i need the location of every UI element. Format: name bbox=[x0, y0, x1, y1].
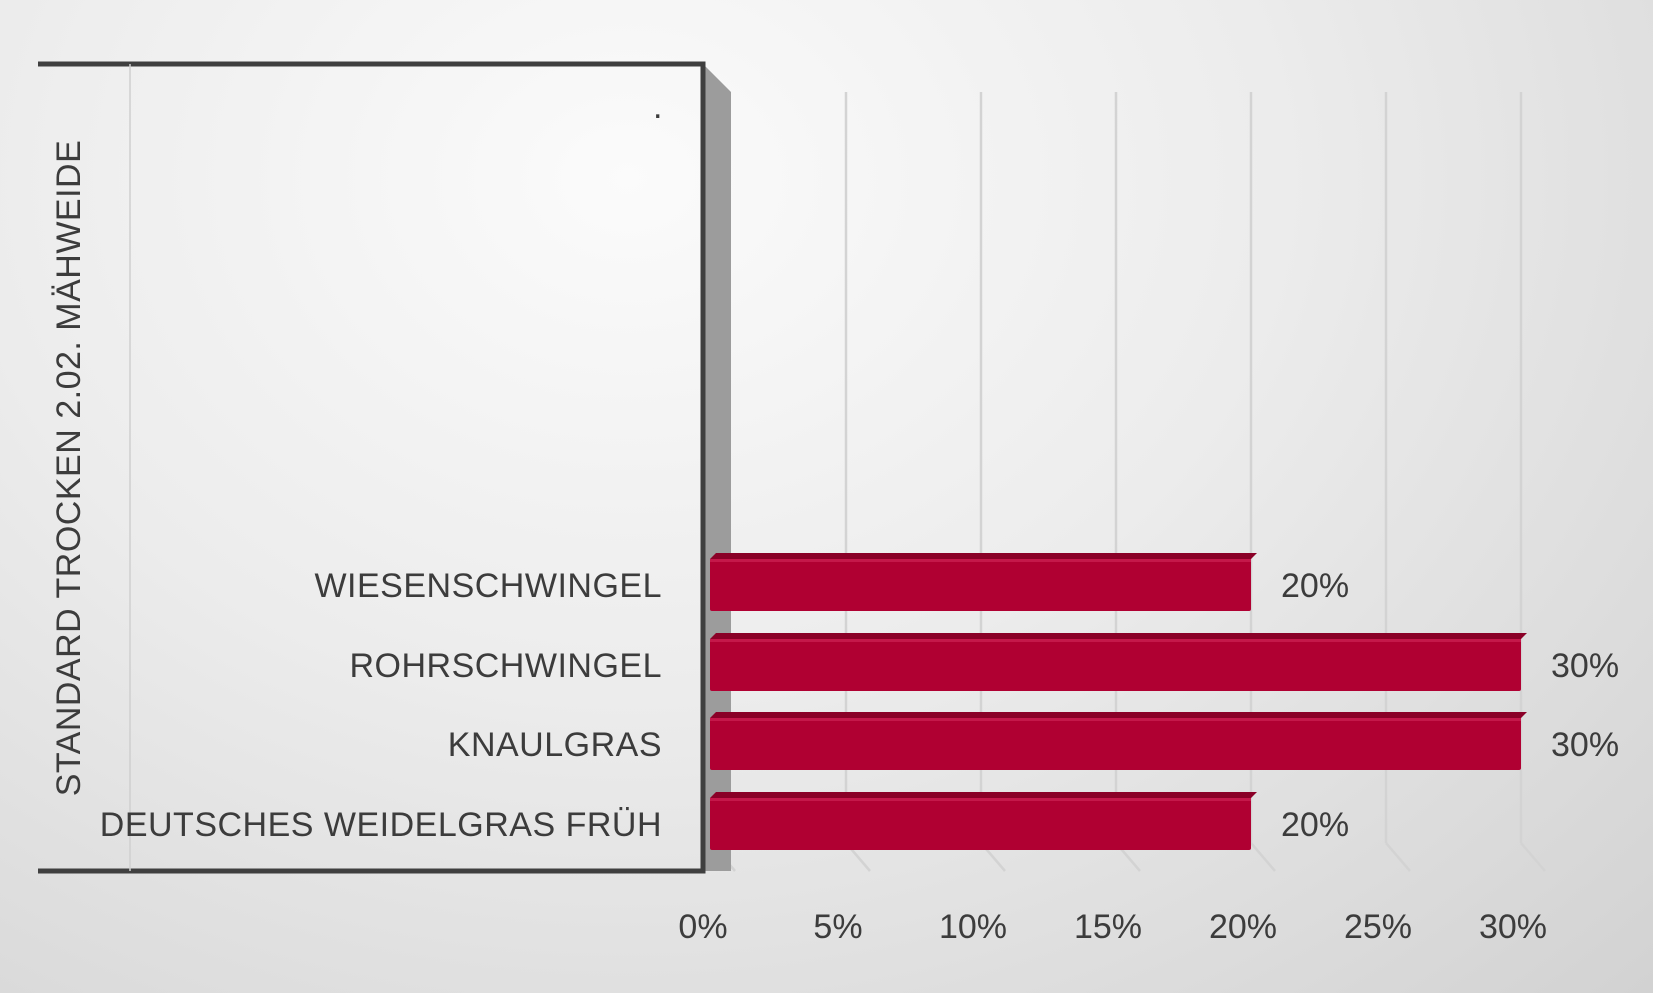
x-tick-label: 0% bbox=[678, 908, 727, 946]
bars bbox=[710, 553, 1527, 850]
bar-top-face bbox=[710, 633, 1527, 639]
x-tick-label: 25% bbox=[1344, 908, 1412, 946]
bar-top-face bbox=[710, 712, 1527, 718]
bar-highlight bbox=[710, 559, 1251, 562]
bar bbox=[710, 798, 1251, 850]
group-label: STANDARD TROCKEN 2.02. MÄHWEIDE bbox=[50, 140, 88, 797]
stray-category-label: . bbox=[653, 88, 663, 126]
category-frame bbox=[38, 61, 706, 874]
data-label: 20% bbox=[1281, 567, 1349, 605]
bar bbox=[710, 639, 1521, 691]
category-label: KNAULGRAS bbox=[448, 726, 662, 764]
category-label: WIESENSCHWINGEL bbox=[314, 567, 662, 605]
data-label: 30% bbox=[1551, 647, 1619, 685]
x-tick-label: 30% bbox=[1479, 908, 1547, 946]
bar-highlight bbox=[710, 639, 1521, 642]
gridline-foot bbox=[1250, 842, 1276, 872]
bar-highlight bbox=[710, 718, 1521, 721]
bar bbox=[710, 559, 1251, 611]
x-tick-label: 20% bbox=[1209, 908, 1277, 946]
x-tick-label: 5% bbox=[813, 908, 862, 946]
data-label: 20% bbox=[1281, 806, 1349, 844]
bar-highlight bbox=[710, 798, 1251, 801]
bar-top-face bbox=[710, 792, 1257, 798]
gridline-foot bbox=[1520, 842, 1546, 872]
category-label: ROHRSCHWINGEL bbox=[349, 647, 662, 685]
bar bbox=[710, 718, 1521, 770]
category-label: DEUTSCHES WEIDELGRAS FRÜH bbox=[100, 806, 662, 844]
x-tick-label: 10% bbox=[939, 908, 1007, 946]
gridline-foot bbox=[1385, 842, 1411, 872]
labels: WIESENSCHWINGEL ROHRSCHWINGEL KNAULGRAS DEU… bbox=[50, 88, 1619, 946]
bar-top-face bbox=[710, 553, 1257, 559]
x-tick-label: 15% bbox=[1074, 908, 1142, 946]
data-label: 30% bbox=[1551, 726, 1619, 764]
